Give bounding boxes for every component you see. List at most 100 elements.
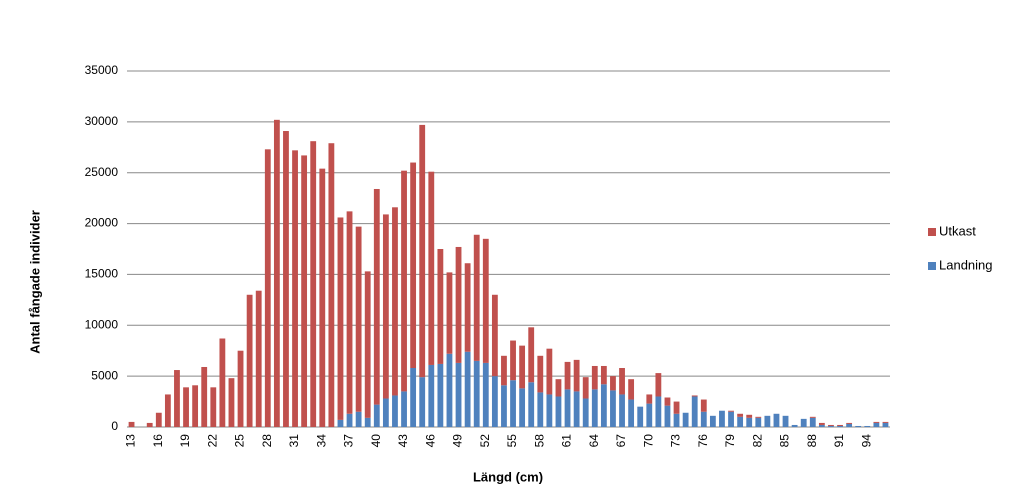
- bar-segment: [510, 380, 516, 427]
- bar-segment: [528, 382, 535, 427]
- bar-segment: [501, 385, 507, 427]
- bar-segment: [846, 423, 853, 427]
- legend-swatch: [928, 262, 936, 270]
- bar-segment: [428, 171, 435, 365]
- bar-segment: [410, 162, 417, 369]
- bar-segment: [673, 401, 680, 414]
- bar-segment: [255, 290, 262, 427]
- legend-label: Utkast: [939, 223, 976, 238]
- x-tick-label: 31: [287, 434, 301, 448]
- bar-segment: [873, 422, 880, 427]
- bar-segment: [373, 404, 380, 427]
- bar-segment: [219, 338, 226, 427]
- bar-segment: [364, 417, 371, 427]
- bar-segment: [382, 398, 389, 427]
- bar-segment: [501, 355, 507, 386]
- bar-segment: [564, 361, 571, 390]
- bar-segment: [573, 391, 580, 427]
- bar-segment: [828, 424, 834, 426]
- x-tick-label: 67: [614, 434, 628, 448]
- bar-segment: [355, 226, 362, 412]
- x-tick-label: 25: [233, 434, 247, 448]
- bar-segment: [646, 394, 653, 404]
- bar-segment: [664, 405, 671, 427]
- bar-segment: [719, 410, 725, 427]
- bar-segment: [873, 421, 880, 423]
- y-tick-label: 5000: [91, 368, 118, 382]
- bar-segment: [818, 422, 825, 425]
- bar-segment: [673, 413, 680, 427]
- bar-segment: [709, 415, 716, 427]
- bar-segment: [728, 410, 734, 412]
- x-tick-label: 73: [669, 434, 683, 448]
- x-tick-label: 40: [369, 434, 383, 448]
- bar-segment: [210, 387, 217, 427]
- bar-segment: [146, 422, 153, 427]
- bar-segment: [246, 294, 253, 427]
- bar-segment: [591, 365, 598, 390]
- x-tick-label: 19: [178, 434, 192, 448]
- bar-segment: [419, 377, 426, 427]
- x-tick-label: 76: [696, 434, 710, 448]
- bar-segment: [846, 422, 853, 424]
- x-tick-label: 13: [124, 434, 138, 448]
- bar-segment: [628, 399, 635, 427]
- bar-segment: [528, 327, 535, 383]
- bar-segment: [437, 363, 444, 427]
- bar-segment: [183, 387, 189, 427]
- bar-segment: [201, 366, 208, 427]
- bar-segment: [728, 411, 734, 427]
- bar-segment: [446, 353, 453, 427]
- y-tick-label: 10000: [85, 317, 119, 331]
- bar-segment: [482, 238, 489, 363]
- x-tick-label: 22: [205, 434, 219, 448]
- x-tick-label: 46: [423, 434, 437, 448]
- bar-segment: [392, 207, 398, 396]
- bar-segment: [537, 392, 544, 427]
- bar-segment: [655, 373, 662, 397]
- bar-segment: [455, 362, 462, 427]
- bar-segment: [346, 211, 353, 414]
- bar-segment: [410, 368, 417, 427]
- x-tick-label: 28: [260, 434, 274, 448]
- bar-segment: [791, 424, 798, 427]
- x-tick-label: 79: [723, 434, 737, 448]
- bar-segment: [128, 421, 135, 427]
- bar-segment: [510, 340, 516, 381]
- bar-segment: [837, 425, 843, 427]
- x-tick-label: 58: [532, 434, 546, 448]
- bar-segment: [491, 376, 498, 427]
- x-tick-label: 16: [151, 434, 165, 448]
- x-tick-label: 82: [750, 434, 764, 448]
- bar-segment: [237, 350, 244, 427]
- x-tick-label: 85: [778, 434, 792, 448]
- bar-segment: [310, 141, 317, 427]
- bar-segment: [564, 389, 571, 427]
- bar-segment: [401, 391, 407, 427]
- x-tick-label: 64: [587, 434, 601, 448]
- bar-segment: [382, 214, 389, 399]
- x-tick-label: 94: [859, 434, 873, 448]
- bar-segment: [610, 376, 616, 391]
- bar-segment: [573, 359, 580, 392]
- bar-segment: [555, 379, 562, 397]
- bar-segment: [355, 411, 362, 427]
- bar-segment: [301, 155, 308, 427]
- bar-segment: [428, 364, 435, 427]
- bar-segment: [610, 390, 616, 427]
- bar-segment: [619, 368, 625, 395]
- bar-segment: [737, 413, 744, 417]
- bar-segment: [809, 416, 816, 418]
- bar-segment: [174, 370, 180, 427]
- y-axis-title: Antal fångade individer: [27, 210, 42, 354]
- bar-segment: [655, 396, 662, 427]
- bar-segment: [691, 396, 698, 427]
- x-tick-label: 55: [505, 434, 519, 448]
- bar-segment: [755, 416, 762, 418]
- bar-segment: [737, 416, 744, 427]
- legend-label: Landning: [939, 257, 993, 272]
- bar-segment: [401, 170, 407, 392]
- bar-segment: [464, 263, 471, 352]
- bar-segment: [782, 415, 789, 427]
